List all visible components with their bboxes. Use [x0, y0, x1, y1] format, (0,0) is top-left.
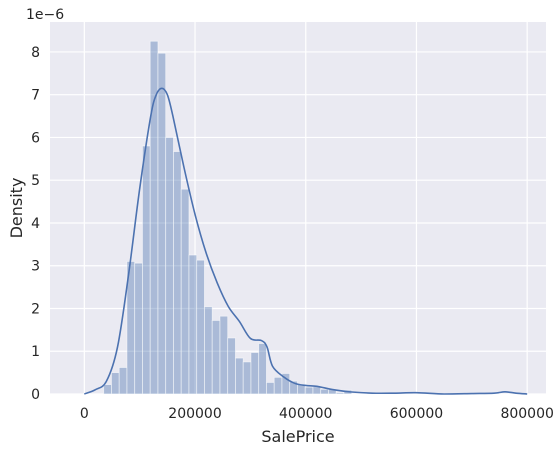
- x-axis-ticks: 0 200000 400000 600000 800000: [80, 406, 554, 422]
- y-tick-label: 8: [31, 45, 40, 61]
- histogram-bar: [320, 388, 329, 395]
- histogram-bar: [188, 254, 198, 395]
- x-tick-label: 200000: [168, 406, 221, 422]
- histogram-bar: [142, 145, 151, 395]
- histogram-bar: [304, 386, 314, 395]
- y-tick-label: 5: [31, 173, 40, 189]
- x-tick-label: 400000: [279, 406, 332, 422]
- histogram-bar: [273, 376, 283, 395]
- histogram-bar: [235, 357, 244, 395]
- histogram-bar: [103, 384, 112, 395]
- y-tick-label: 7: [31, 88, 40, 104]
- x-tick-label: 0: [80, 406, 89, 422]
- histogram-bar: [219, 315, 229, 395]
- y-tick-label: 6: [31, 130, 40, 146]
- histogram-bar: [165, 137, 174, 395]
- histogram-bar: [173, 151, 182, 395]
- x-axis-label: SalePrice: [261, 427, 334, 446]
- histogram-bar: [157, 52, 167, 395]
- histogram-bar: [312, 386, 322, 395]
- y-axis-ticks: 0 1 2 3 4 5 6 7 8: [31, 45, 40, 403]
- histogram-bar: [335, 392, 345, 395]
- histogram-bar: [196, 259, 205, 395]
- histogram-bar: [211, 320, 221, 395]
- y-tick-label: 4: [31, 216, 40, 232]
- histogram-bar: [227, 337, 236, 395]
- plot-area-background: [50, 22, 546, 394]
- y-tick-label: 3: [31, 259, 40, 275]
- histogram-bars: [103, 40, 500, 395]
- histogram-bar: [204, 306, 213, 395]
- x-tick-label: 800000: [500, 406, 553, 422]
- y-tick-label: 1: [31, 344, 40, 360]
- y-tick-label: 2: [31, 301, 40, 317]
- histogram-bar: [250, 352, 260, 395]
- x-tick-label: 600000: [390, 406, 443, 422]
- histogram-bar: [242, 361, 252, 395]
- histogram-bar: [258, 343, 267, 395]
- y-tick-label: 0: [31, 387, 40, 403]
- histogram-bar: [134, 262, 143, 395]
- kde-curve: [84, 87, 528, 395]
- histogram-bar: [111, 372, 120, 395]
- histogram-bar: [266, 382, 275, 395]
- histogram-bar: [180, 188, 190, 395]
- y-offset-label: 1e−6: [26, 7, 64, 23]
- histogram-bar: [118, 367, 128, 395]
- y-axis-label: Density: [7, 178, 26, 239]
